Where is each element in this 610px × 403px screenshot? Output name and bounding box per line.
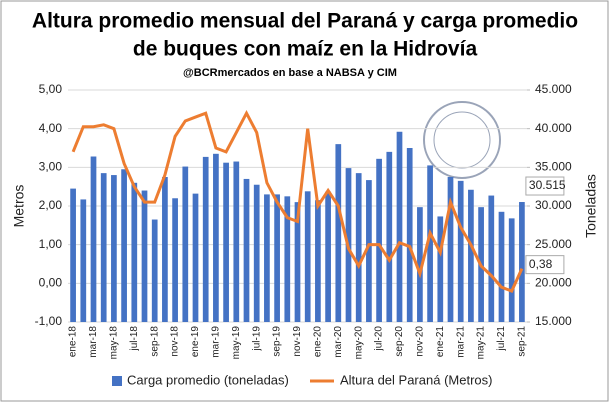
x-tick-label: jul-20 [374, 326, 385, 352]
bar [335, 144, 342, 322]
bar [488, 195, 495, 322]
x-tick-label: nov-20 [415, 326, 426, 357]
line [71, 109, 524, 293]
bar [519, 202, 525, 322]
bar [253, 184, 260, 322]
x-tick-label: may-19 [231, 326, 242, 360]
x-tick-label: mar-21 [455, 326, 466, 358]
bar [498, 211, 505, 322]
bar [90, 156, 97, 322]
bar [162, 177, 168, 322]
value-label: 30.515 [529, 178, 566, 192]
bar [508, 218, 515, 322]
logo-inner [433, 111, 491, 169]
y2-tick-label: 45.000 [535, 82, 572, 96]
x-tick-label: may-18 [109, 326, 120, 360]
bar [284, 196, 291, 322]
y-tick-label: 3,00 [39, 160, 63, 174]
value-label-box [525, 176, 565, 196]
y-axis-label: Metros [11, 185, 27, 228]
bar [233, 161, 240, 322]
bar [80, 199, 87, 322]
bar [223, 162, 229, 322]
y2-tick-label: 15.000 [535, 314, 572, 328]
bar [121, 169, 127, 322]
bar [274, 194, 280, 322]
x-tick-label: mar-20 [333, 326, 344, 358]
bar [447, 177, 454, 322]
x-tick-label: ene-20 [313, 326, 324, 358]
x-tick-label: jul-18 [129, 326, 140, 352]
bar [172, 198, 178, 322]
x-tick-label: ene-18 [68, 326, 79, 358]
bar [141, 190, 148, 322]
y-tick-label: -1,00 [35, 314, 63, 328]
x-tick-label: ene-21 [435, 326, 446, 358]
x-tick-label: nov-19 [292, 326, 303, 357]
y-tick-label: 2,00 [39, 198, 63, 212]
value-label: 0,38 [529, 257, 553, 271]
bar [202, 156, 209, 322]
bar [325, 191, 331, 322]
x-tick-label: may-20 [353, 326, 364, 360]
bar [437, 216, 444, 322]
bar [264, 194, 270, 322]
bar [294, 202, 301, 322]
x-tick-label: mar-18 [88, 326, 99, 358]
y2-tick-label: 30.000 [535, 198, 572, 212]
bar [468, 189, 474, 322]
y-tick-label: 0,00 [39, 276, 63, 290]
bar [100, 173, 107, 322]
x-tick-label: mar-19 [211, 326, 222, 358]
x-tick-label: sep-19 [272, 326, 283, 357]
bar [406, 148, 413, 322]
y2-tick-label: 35.000 [535, 160, 572, 174]
y2-tick-label: 20.000 [535, 276, 572, 290]
bar [70, 188, 76, 322]
bar [182, 166, 189, 322]
legend-label: Altura del Paraná (Metros) [340, 372, 492, 387]
x-tick-label: sep-21 [517, 326, 528, 357]
bar [457, 180, 464, 322]
y-tick-label: 1,00 [39, 237, 63, 251]
bar [417, 207, 423, 322]
bar [366, 180, 372, 322]
bar [355, 173, 362, 322]
bar [386, 151, 393, 322]
bar [396, 131, 403, 322]
bar [192, 193, 199, 322]
y2-tick-label: 40.000 [535, 121, 572, 135]
x-tick-label: jul-19 [251, 326, 262, 352]
bar [131, 182, 138, 322]
y2-axis-label: Toneladas [583, 174, 599, 238]
x-tick-label: ene-19 [190, 326, 201, 358]
bar [151, 219, 158, 322]
x-tick-label: may-21 [476, 326, 487, 360]
bar [315, 200, 321, 322]
subtitle: @BCRmercados en base a NABSA y CIM [183, 67, 397, 79]
legend-swatch [112, 376, 122, 386]
y-tick-label: 5,00 [39, 82, 63, 96]
logo [423, 101, 501, 179]
bar [304, 191, 311, 322]
bar [376, 158, 382, 322]
x-tick-label: jul-21 [496, 326, 507, 352]
bar [111, 175, 117, 322]
y-tick-label: 4,00 [39, 121, 63, 135]
chart-title: Altura promedio mensual del Paraná y car… [32, 10, 578, 33]
x-tick-label: nov-18 [170, 326, 181, 357]
bar [243, 178, 250, 322]
legend-label: Carga promedio (toneladas) [127, 372, 289, 387]
y2-tick-label: 25.000 [535, 237, 572, 251]
x-tick-label: sep-20 [394, 326, 405, 357]
x-tick-label: sep-18 [149, 326, 160, 357]
bar [213, 153, 219, 322]
chart-title-line2: de buques con maíz en la Hidrovía [133, 38, 478, 61]
value-label-box [525, 255, 565, 275]
bar [427, 165, 433, 322]
